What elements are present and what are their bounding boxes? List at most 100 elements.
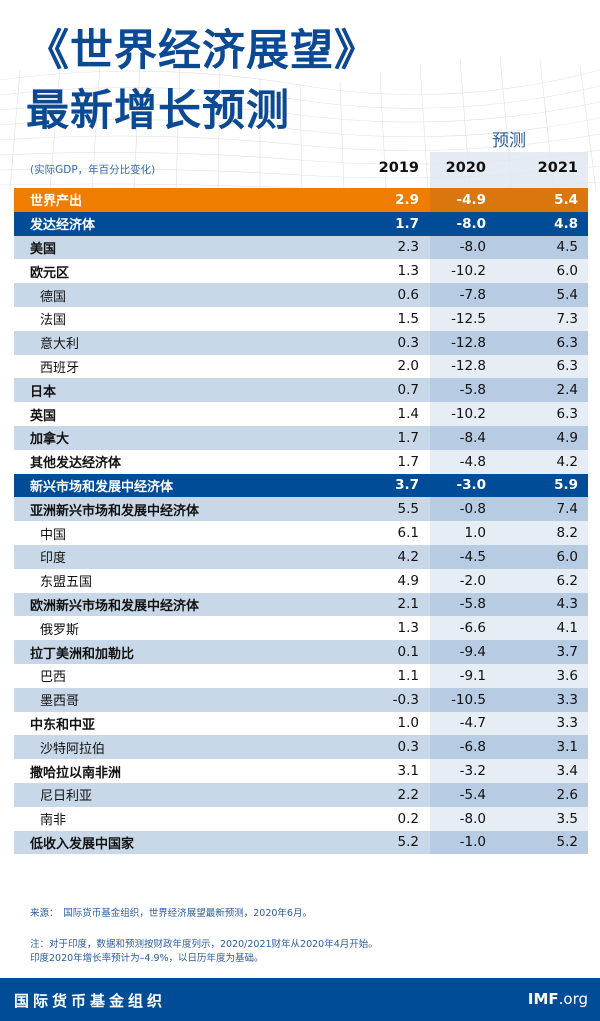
forecast-cell-bg: [430, 449, 588, 474]
table-row: 墨西哥 -0.3 -10.5 3.3: [14, 687, 588, 712]
growth-projections-table: 世界产出 2.9 -4.9 5.4 发达经济体 1.7 -8.0 4.8 美国 2.3 -8.0 4.…: [14, 188, 588, 855]
value-2019: 5.2: [397, 834, 419, 851]
row-label: 东盟五国: [40, 575, 93, 591]
table-row: 中国 6.1 1.0 8.2: [14, 521, 588, 545]
table-row: 德国 0.6 -7.8 5.4: [14, 283, 588, 307]
value-2020: -0.8: [459, 501, 486, 518]
value-2019: 1.7: [397, 429, 419, 446]
value-2020: -4.7: [459, 715, 486, 732]
table-row: 英国 1.4 -10.2 6.3: [14, 402, 588, 426]
page-title-line2: 最新增长预测: [26, 86, 290, 136]
value-2019: 1.3: [397, 620, 419, 637]
value-2021: 7.3: [556, 310, 578, 327]
forecast-cell-bg: [430, 330, 588, 355]
table-row: 拉丁美洲和加勒比 0.1 -9.4 3.7: [14, 640, 588, 664]
row-label: 法国: [40, 313, 67, 329]
table-row: 中东和中亚 1.0 -4.7 3.3: [14, 711, 588, 736]
page-title-line1: 《世界经济展望》: [26, 26, 378, 76]
row-label: 尼日利亚: [40, 789, 93, 805]
table-row: 新兴市场和发展中经济体 3.7 -3.0 5.9: [14, 473, 588, 498]
imf-site-link[interactable]: IMF.org: [528, 990, 588, 1008]
forecast-cell-bg: [430, 497, 588, 522]
value-2019: 1.7: [397, 453, 419, 470]
value-2019: 0.7: [397, 382, 419, 399]
value-2020: -9.1: [459, 667, 486, 684]
wireframe-mesh-background: [0, 55, 600, 190]
value-2021: 4.9: [556, 429, 578, 446]
row-label: 撒哈拉以南非洲: [30, 765, 122, 781]
value-2019: 4.2: [397, 548, 419, 565]
table-row: 尼日利亚 2.2 -5.4 2.6: [14, 782, 588, 807]
value-2021: 6.2: [556, 572, 578, 589]
value-2020: -7.8: [459, 287, 486, 304]
forecast-cell-bg: [430, 544, 588, 569]
site-rest: .org: [558, 990, 588, 1008]
value-2019: 1.1: [397, 667, 419, 684]
table-row: 俄罗斯 1.3 -6.6 4.1: [14, 616, 588, 641]
site-bold: IMF: [527, 990, 559, 1008]
forecast-cell-bg: [430, 188, 588, 212]
value-2019: 2.9: [395, 191, 419, 208]
forecast-cell-bg: [430, 687, 588, 712]
value-2021: 5.9: [554, 477, 578, 494]
value-2021: 4.1: [556, 620, 578, 637]
value-2020: -10.2: [451, 263, 486, 280]
forecast-cell-bg: [430, 640, 588, 664]
forecast-cell-bg: [430, 402, 588, 426]
table-row: 日本 0.7 -5.8 2.4: [14, 378, 588, 403]
table-row: 低收入发展中国家 5.2 -1.0 5.2: [14, 830, 588, 855]
forecast-cell-bg: [430, 830, 588, 855]
row-label: 沙特阿拉伯: [40, 741, 106, 757]
value-2019: 2.3: [397, 239, 419, 256]
table-row: 南非 0.2 -8.0 3.5: [14, 806, 588, 831]
value-2019: 0.1: [397, 644, 419, 661]
row-label: 英国: [30, 408, 57, 424]
value-2020: -3.0: [456, 477, 486, 494]
forecast-cell-bg: [430, 306, 588, 331]
row-label: 德国: [40, 289, 67, 305]
table-row: 撒哈拉以南非洲 3.1 -3.2 3.4: [14, 759, 588, 783]
value-2021: 2.6: [556, 786, 578, 803]
value-2019: 4.9: [397, 572, 419, 589]
value-2020: -10.2: [451, 406, 486, 423]
value-2021: 6.3: [556, 334, 578, 351]
value-2021: 5.2: [556, 834, 578, 851]
table-row: 发达经济体 1.7 -8.0 4.8: [14, 211, 588, 236]
forecast-cell-bg: [430, 235, 588, 260]
value-2020: -8.0: [456, 215, 486, 232]
forecast-cell-bg: [430, 616, 588, 641]
value-2021: 3.4: [556, 763, 578, 780]
value-2021: 6.0: [556, 263, 578, 280]
column-header-2019: 2019: [378, 160, 419, 176]
value-2019: 1.4: [397, 406, 419, 423]
value-2020: -4.5: [459, 548, 486, 565]
value-2021: 3.1: [556, 739, 578, 756]
value-2019: 5.5: [397, 501, 419, 518]
value-2021: 4.8: [554, 215, 578, 232]
value-2020: -1.0: [459, 834, 486, 851]
value-2021: 4.5: [556, 239, 578, 256]
value-2020: -12.8: [451, 334, 486, 351]
row-label: 低收入发展中国家: [30, 836, 135, 852]
row-label: 亚洲新兴市场和发展中经济体: [30, 503, 200, 519]
column-header-2021: 2021: [537, 160, 578, 176]
value-2019: 0.3: [397, 739, 419, 756]
forecast-cell-bg: [430, 259, 588, 284]
table-subtitle: (实际GDP，年百分比变化): [30, 164, 156, 176]
value-2020: -6.8: [459, 739, 486, 756]
row-label: 发达经济体: [30, 218, 96, 234]
row-label: 欧元区: [30, 265, 70, 281]
value-2020: 1.0: [464, 525, 486, 542]
value-2019: -0.3: [392, 691, 419, 708]
value-2021: 3.3: [556, 691, 578, 708]
value-2021: 8.2: [556, 525, 578, 542]
table-row: 印度 4.2 -4.5 6.0: [14, 544, 588, 569]
value-2020: -4.8: [459, 453, 486, 470]
table-row: 加拿大 1.7 -8.4 4.9: [14, 425, 588, 450]
value-2020: -6.6: [459, 620, 486, 637]
value-2021: 4.2: [556, 453, 578, 470]
forecast-cell-bg: [430, 568, 588, 593]
value-2019: 3.1: [397, 763, 419, 780]
row-label: 日本: [30, 384, 57, 400]
forecast-cell-bg: [430, 711, 588, 736]
